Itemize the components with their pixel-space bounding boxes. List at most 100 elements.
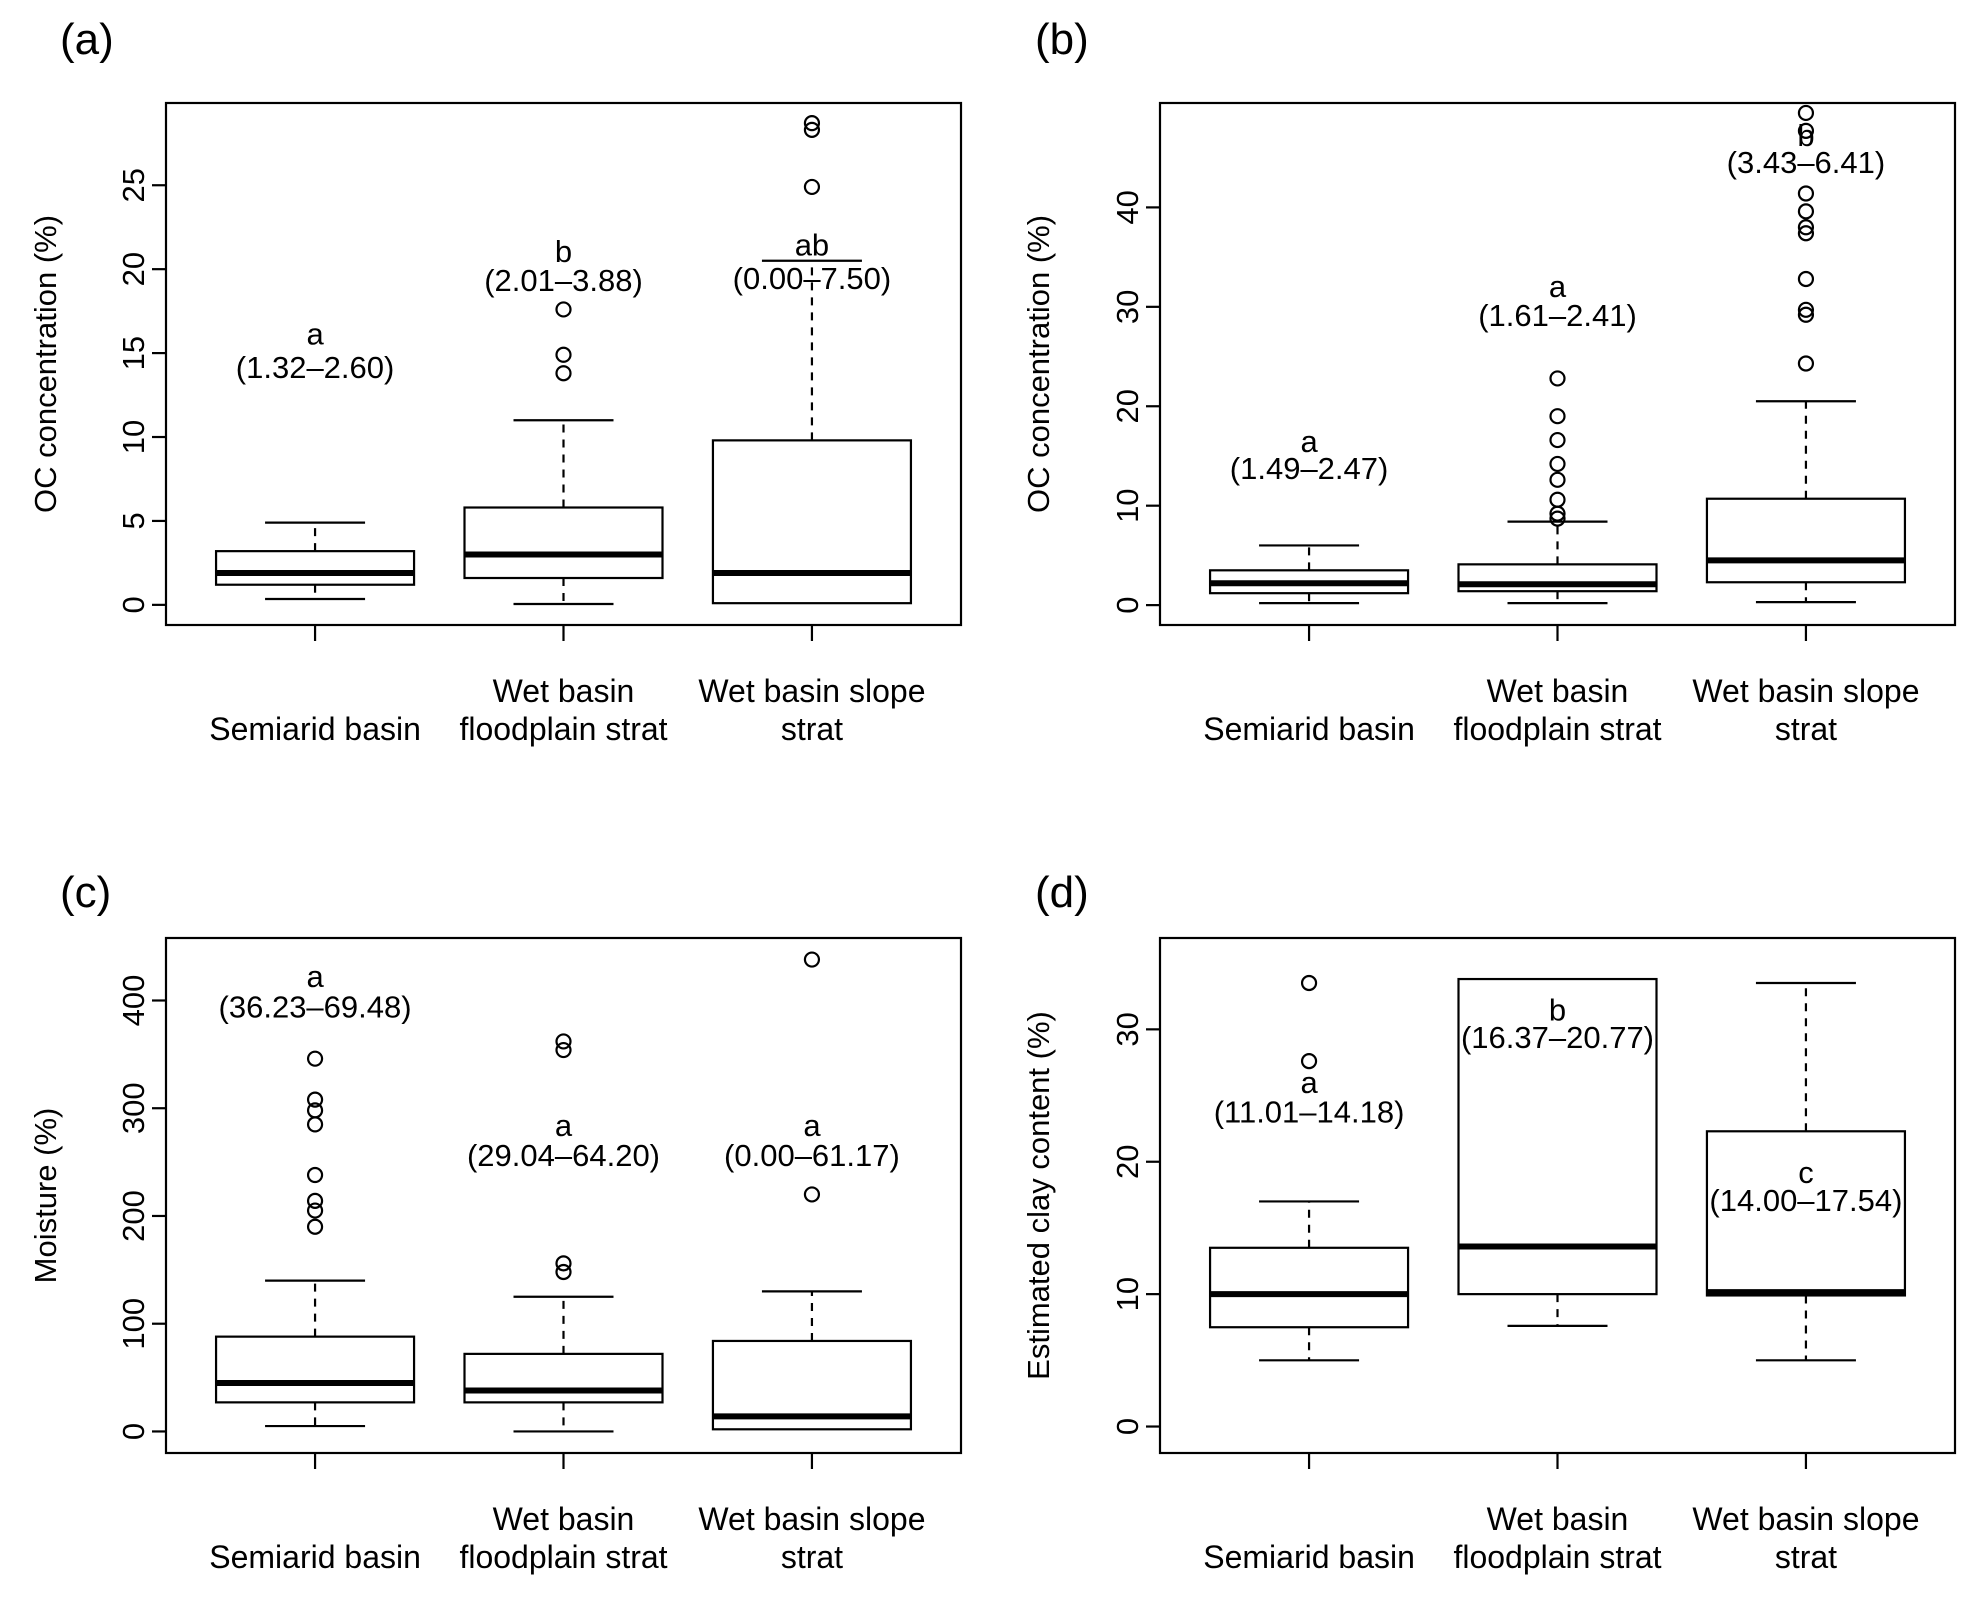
outlier-point <box>306 1202 324 1219</box>
category-label: strat <box>1775 1539 1837 1575</box>
y-tick-label: 200 <box>116 1190 151 1242</box>
panel-c-chart: (c) 0 100 200 300 400 Moisture (%) Semiarid bas… <box>28 868 963 1575</box>
annotation-letter: c <box>1798 1155 1814 1190</box>
panel-letter: (a) <box>60 15 114 64</box>
category-label: Wet basin slope <box>698 673 925 709</box>
box-rect <box>711 439 913 605</box>
box-rect <box>1705 1130 1907 1297</box>
outlier-point <box>555 301 572 318</box>
panel-letter: (d) <box>1035 868 1089 917</box>
category-label: strat <box>781 711 843 747</box>
category-label: Wet basin slope <box>698 1501 925 1537</box>
y-axis-title: Moisture (%) <box>28 1108 63 1284</box>
y-tick-label: 300 <box>116 1082 151 1134</box>
outlier-point <box>1797 219 1815 236</box>
box-rect <box>463 506 664 580</box>
y-axis-title: Estimated clay content (%) <box>1021 1011 1056 1380</box>
annotation-letter: a <box>1300 1065 1318 1100</box>
outlier-point <box>1549 471 1566 488</box>
outlier-point <box>306 1166 324 1184</box>
y-tick-label: 100 <box>116 1298 151 1350</box>
y-tick-label: 40 <box>1110 190 1145 224</box>
y-axis-title: OC concentration (%) <box>1021 215 1056 513</box>
category-label: Wet basin <box>493 1501 635 1537</box>
outlier-point <box>1549 431 1566 449</box>
panel-letter: (b) <box>1035 15 1089 64</box>
outlier-point <box>1797 306 1815 323</box>
outlier-point <box>803 121 821 138</box>
annotation-range: (1.61–2.41) <box>1478 298 1637 333</box>
y-tick-label: 5 <box>116 512 151 529</box>
category-label: strat <box>781 1539 843 1575</box>
box-rect <box>1705 497 1907 584</box>
category-label: floodplain strat <box>1453 1539 1661 1575</box>
box-rect <box>214 550 416 586</box>
outlier-point <box>1797 225 1815 242</box>
panel-b: (b) 0 10 20 30 40 OC concentration (%) Semiarid… <box>993 0 1987 800</box>
category-label: Wet basin <box>493 673 635 709</box>
y-tick-label: 20 <box>1110 1144 1145 1178</box>
category-label: Semiarid basin <box>209 711 421 747</box>
annotation-range: (1.49–2.47) <box>1230 451 1389 486</box>
outlier-point <box>306 1192 324 1209</box>
outlier-point <box>1797 355 1815 372</box>
y-tick-label: 400 <box>116 975 151 1027</box>
annotation-range: (29.04–64.20) <box>467 1138 660 1173</box>
annotation-range: (1.32–2.60) <box>236 350 395 385</box>
annotation-range: (36.23–69.48) <box>219 989 412 1024</box>
box-rect <box>463 1352 664 1404</box>
outlier-point <box>1549 510 1566 527</box>
annotation-letter: a <box>1549 269 1567 304</box>
outlier-point <box>1549 491 1566 508</box>
y-tick-label: 25 <box>116 168 151 202</box>
outlier-point <box>1549 408 1566 425</box>
y-tick-label: 10 <box>116 420 151 454</box>
category-label: Semiarid basin <box>1203 711 1415 747</box>
outlier-point <box>1797 104 1815 122</box>
y-axis-title: OC concentration (%) <box>28 215 63 513</box>
outlier-point <box>555 365 572 382</box>
category-label: Wet basin <box>1487 673 1629 709</box>
annotation-range: (14.00–17.54) <box>1709 1183 1902 1218</box>
category-label: Semiarid basin <box>209 1539 421 1575</box>
outlier-point <box>803 115 821 132</box>
annotation-range: (0.00–7.50) <box>733 261 892 296</box>
outlier-point <box>555 346 572 363</box>
panel-letter: (c) <box>60 868 111 917</box>
annotation-letter: b <box>1797 118 1814 153</box>
category-label: Wet basin slope <box>1692 673 1919 709</box>
annotation-letter: a <box>306 959 324 994</box>
outlier-point <box>306 1091 324 1108</box>
y-tick-label: 10 <box>1110 1277 1145 1311</box>
annotation-letter: b <box>1549 992 1566 1027</box>
y-tick-label: 30 <box>1110 290 1145 324</box>
outlier-point <box>1797 270 1815 288</box>
panel-a: (a) 0 5 10 15 20 25 OC concentration (%) Semiari… <box>0 0 993 800</box>
box-rect <box>214 1335 416 1404</box>
y-tick-label: 0 <box>116 596 151 613</box>
outlier-point <box>803 1186 821 1203</box>
y-tick-label: 0 <box>1110 1418 1145 1435</box>
outlier-point <box>1300 1053 1318 1070</box>
outlier-point <box>1549 455 1566 473</box>
annotation-letter: a <box>803 1108 821 1143</box>
annotation-letter: b <box>555 234 572 269</box>
annotation-range: (2.01–3.88) <box>484 263 643 298</box>
outlier-point <box>1300 974 1318 992</box>
outlier-point <box>803 178 821 196</box>
annotation-range: (0.00–61.17) <box>724 1138 900 1173</box>
y-tick-label: 20 <box>1110 389 1145 423</box>
y-tick-label: 15 <box>116 336 151 370</box>
annotation-range: (3.43–6.41) <box>1727 145 1886 180</box>
y-tick-label: 10 <box>1110 488 1145 522</box>
outlier-point <box>1549 370 1566 387</box>
category-label: Wet basin <box>1487 1501 1629 1537</box>
annotation-range: (16.37–20.77) <box>1461 1020 1654 1055</box>
outlier-point <box>1797 122 1815 139</box>
category-label: floodplain strat <box>1453 711 1661 747</box>
category-label: floodplain strat <box>459 1539 667 1575</box>
outlier-point <box>555 1263 572 1281</box>
outlier-point <box>306 1102 324 1119</box>
annotation-letter: ab <box>795 228 829 263</box>
